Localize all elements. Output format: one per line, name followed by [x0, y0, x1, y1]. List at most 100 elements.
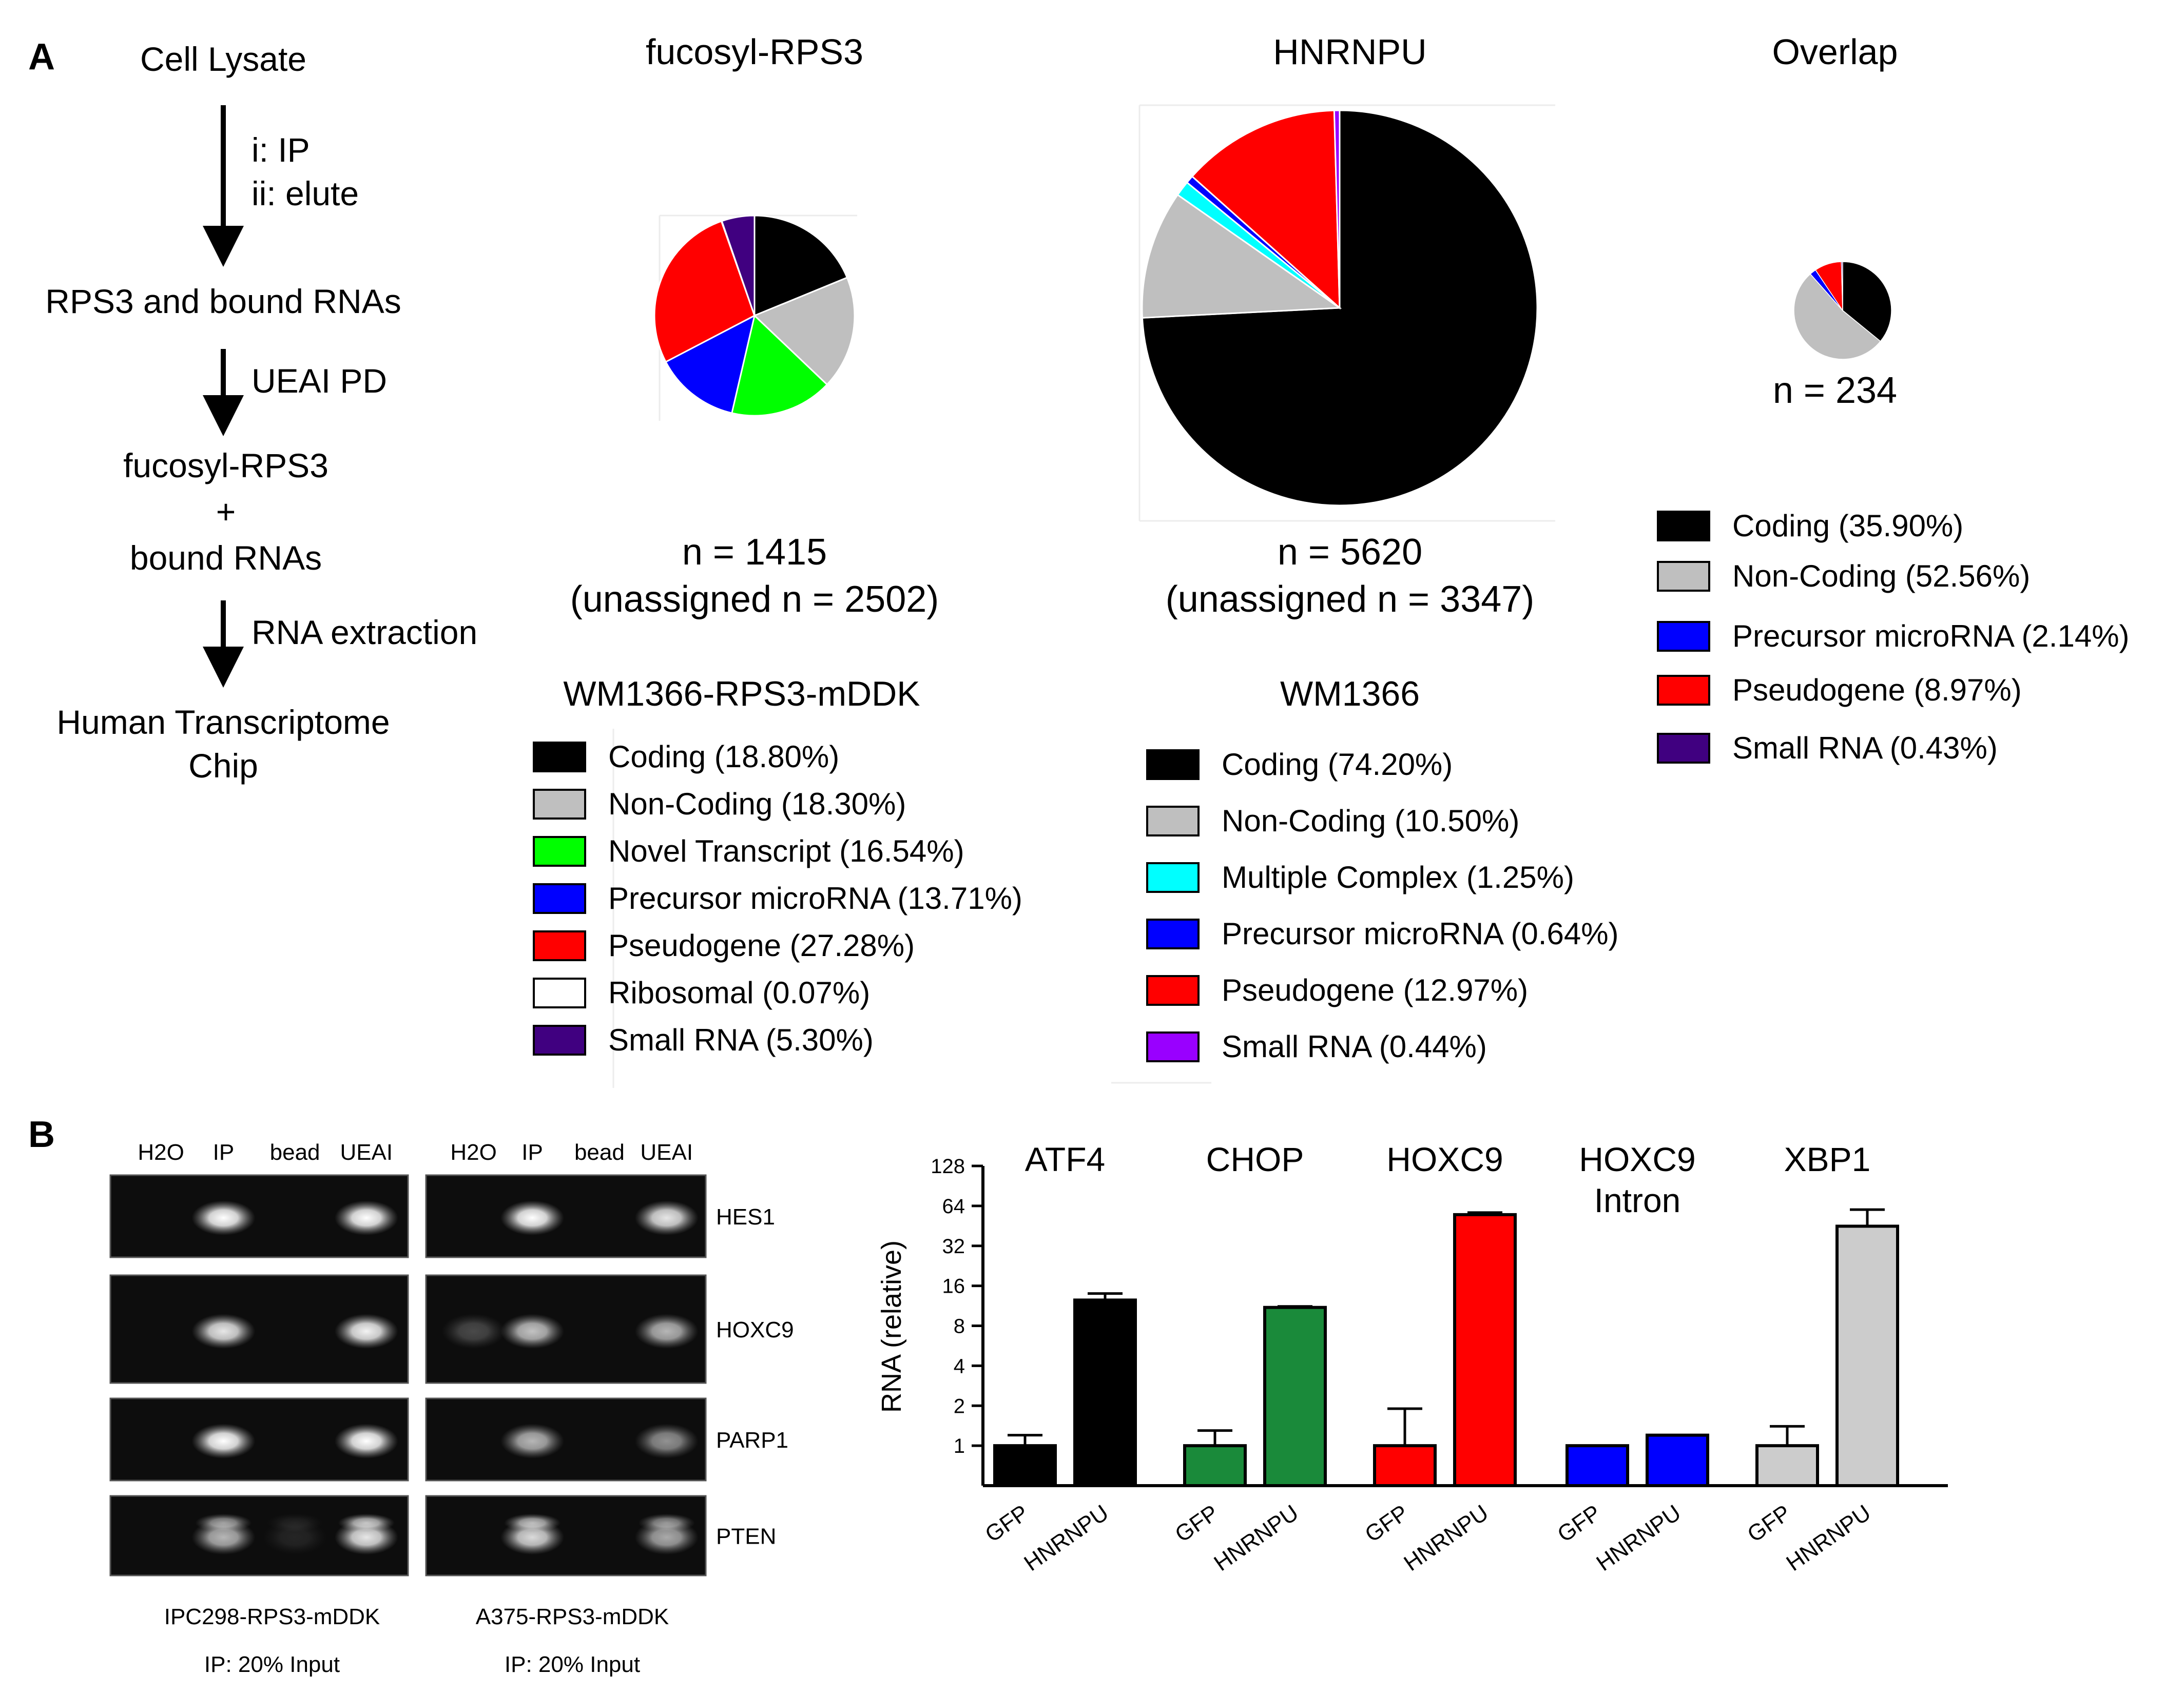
bar-0-0 [993, 1444, 1057, 1487]
legend1-label-0: Coding (18.80%) [608, 739, 839, 774]
x-group-label-2-1: HNRNPU [1399, 1500, 1493, 1576]
y-tick-label-5: 32 [942, 1235, 965, 1258]
legend1-label-1: Non-Coding (18.30%) [608, 787, 906, 821]
gel2-band-0-1 [500, 1200, 565, 1236]
pie1-slice-6 [721, 215, 756, 316]
y-tick-label-4: 16 [942, 1275, 965, 1298]
pie1-unassigned: (unassigned n = 2502) [570, 579, 939, 620]
gel-panel: H2O H2O IP IP bead bead UEAI UEAI HES1 HOXC9 PARP1… [109, 1140, 794, 1677]
gel1-band-1-1 [191, 1314, 256, 1349]
legend3-swatch-4 [1657, 733, 1710, 764]
y-tick-label-3: 8 [954, 1315, 965, 1338]
pie3-slice-4 [1841, 261, 1843, 311]
gel1-band2-3-1 [195, 1513, 252, 1532]
legend1-swatch-3 [533, 883, 586, 914]
gene-label-3: PTEN [716, 1524, 776, 1549]
step-cell-lysate: Cell Lysate [140, 40, 306, 78]
legend-wm1366: Coding (74.20%) Non-Coding (10.50%) Multip… [1146, 747, 1619, 1064]
legend-overlap: Coding (35.90%) Non-Coding (52.56%) Precur… [1657, 509, 2130, 765]
legend3-label-3: Pseudogene (8.97%) [1732, 673, 2022, 707]
legend2-label-4: Pseudogene (12.97%) [1222, 973, 1528, 1007]
gene-label-1: HOXC9 [716, 1317, 794, 1342]
legend2-label-2: Multiple Complex (1.25%) [1222, 860, 1574, 894]
step-plus: + [216, 493, 236, 531]
y-tick-label-0: 1 [954, 1435, 965, 1457]
legend3-label-1: Non-Coding (52.56%) [1732, 559, 2030, 593]
y-tick-label-6: 64 [942, 1195, 965, 1218]
pie2-slice-4 [1191, 109, 1341, 310]
arrow-label-extraction: RNA extraction [252, 613, 477, 651]
bar-2-1 [1453, 1213, 1517, 1487]
legend1-label-6: Small RNA (5.30%) [608, 1023, 874, 1057]
bar-3-0 [1565, 1444, 1629, 1487]
legend3-swatch-1 [1657, 561, 1710, 592]
gel2-lane-3: UEAI [640, 1140, 693, 1165]
x-group-label-4-0: GFP [1743, 1500, 1795, 1547]
category-label-1: CHOP [1206, 1140, 1304, 1178]
pie2-unassigned: (unassigned n = 3347) [1166, 579, 1535, 620]
pie-chart-overlap [1793, 261, 1892, 360]
gel2-row-2 [425, 1397, 707, 1482]
pie1-n: n = 1415 [682, 532, 827, 573]
legend2-label-1: Non-Coding (10.50%) [1222, 804, 1519, 838]
gel-caption-0: IPC298-RPS3-mDDK [164, 1604, 380, 1629]
category-label-2: HOXC9 [1386, 1140, 1503, 1178]
legend1-swatch-5 [533, 978, 586, 1008]
pie1-slice-4 [653, 220, 756, 363]
gene-label-0: HES1 [716, 1204, 775, 1230]
legend1-label-3: Precursor microRNA (13.71%) [608, 881, 1022, 916]
gel2-lane-1: IP [521, 1140, 543, 1165]
pie3-title: Overlap [1772, 32, 1898, 72]
bar-1-1 [1263, 1306, 1327, 1487]
gel2-band2-3-1 [504, 1513, 561, 1532]
step-chip-2: Chip [188, 747, 258, 785]
gel1-band2-3-3 [338, 1513, 395, 1532]
step-fucosyl: fucosyl-RPS3 [123, 446, 328, 484]
gel2-band-1-1 [500, 1314, 565, 1349]
x-group-label-4-1: HNRNPU [1782, 1500, 1875, 1576]
gel1-lane-0: H2O [138, 1140, 184, 1165]
y-tick-label-7: 128 [931, 1155, 965, 1178]
gel-caption-input-1: IP: 20% Input [505, 1652, 640, 1677]
arrow-label-ip: i: IP [252, 131, 310, 169]
panel-label-b: B [28, 1114, 55, 1155]
gel2-band-0-3 [634, 1200, 699, 1236]
legend3-label-4: Small RNA (0.43%) [1732, 731, 1998, 765]
gel1-band-2-1 [191, 1424, 256, 1459]
x-group-label-0-1: HNRNPU [1019, 1500, 1113, 1576]
step-bound-rnas: bound RNAs [130, 539, 322, 577]
gene-label-2: PARP1 [716, 1428, 788, 1453]
legend3-swatch-3 [1657, 675, 1710, 706]
legend2-swatch-3 [1146, 919, 1200, 949]
legend3-swatch-2 [1657, 621, 1710, 652]
arrow-label-elute: ii: elute [252, 174, 359, 212]
legend2-label-5: Small RNA (0.44%) [1222, 1029, 1487, 1064]
pie1-title: fucosyl-RPS3 [646, 32, 863, 72]
legend2-label-3: Precursor microRNA (0.64%) [1222, 917, 1619, 951]
pie2-slice-5 [1333, 109, 1341, 308]
bar-3-1 [1646, 1433, 1709, 1487]
gel2-band-2-3 [634, 1424, 699, 1459]
pie2-n: n = 5620 [1278, 532, 1422, 573]
step-chip-1: Human Transcriptome [56, 703, 390, 741]
legend-wm1366-rps3: Coding (18.80%) Non-Coding (18.30%) Novel … [533, 739, 1022, 1057]
bar-0-1 [1073, 1298, 1137, 1487]
bar-2-0 [1373, 1444, 1437, 1487]
legend1-label-4: Pseudogene (27.28%) [608, 928, 915, 963]
category-label-3: HOXC9 [1579, 1140, 1695, 1178]
workflow-diagram: Cell Lysate i: IP ii: elute RPS3 and bou… [45, 40, 477, 785]
x-group-label-2-0: GFP [1361, 1500, 1413, 1547]
legend1-title: WM1366-RPS3-mDDK [563, 674, 920, 713]
gel1-lane-3: UEAI [340, 1140, 393, 1165]
y-tick-label-2: 4 [954, 1355, 965, 1377]
legend2-swatch-0 [1146, 749, 1200, 780]
category-label-4: XBP1 [1784, 1140, 1871, 1178]
legend2-title: WM1366 [1280, 674, 1420, 713]
gel-caption-input-0: IP: 20% Input [204, 1652, 340, 1677]
gel1-lane-2: bead [270, 1140, 320, 1165]
legend2-swatch-2 [1146, 862, 1200, 893]
gel1-band2-3-2 [266, 1513, 323, 1532]
bar-4-0 [1755, 1444, 1819, 1487]
pie-chart-fucosyl-rps3 [653, 215, 856, 417]
